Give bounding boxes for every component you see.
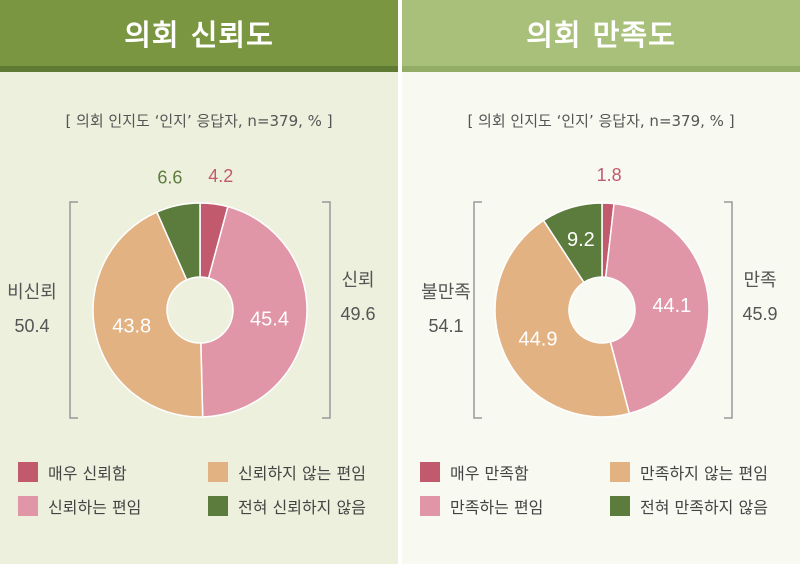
legend-label: 신뢰하지 않는 편임 — [238, 464, 366, 483]
trust-subtitle: [ 의회 인지도 ‘인지’ 응답자, n=379, % ] — [65, 112, 333, 130]
legend-swatch — [420, 462, 440, 482]
legend-label: 신뢰하는 편임 — [48, 498, 142, 517]
legend-swatch — [610, 462, 630, 482]
bracket-left-label: 비신뢰 — [7, 282, 57, 302]
legend-swatch — [420, 496, 440, 516]
satisfaction-header-rule — [402, 66, 800, 72]
bracket-left-value: 50.4 — [14, 316, 49, 336]
legend-swatch — [610, 496, 630, 516]
legend-swatch — [18, 462, 38, 482]
bracket-left — [69, 201, 78, 419]
data-label-very: 1.8 — [597, 165, 622, 185]
data-label-not-much: 44.9 — [519, 328, 558, 350]
data-label-not-at-all: 9.2 — [567, 229, 595, 251]
trust-panel: 의회 신뢰도 [ 의회 인지도 ‘인지’ 응답자, n=379, % ] 45.… — [0, 0, 398, 564]
slice-not-at-all — [542, 202, 603, 284]
legend-item-not-much: 신뢰하지 않는 편임 — [208, 460, 366, 484]
data-label-somewhat: 44.1 — [652, 295, 691, 317]
bracket-right — [724, 201, 733, 419]
legend-swatch — [18, 496, 38, 516]
data-label-very: 4.2 — [208, 166, 233, 186]
bracket-right-label: 만족 — [743, 270, 776, 290]
satisfaction-subtitle: [ 의회 인지도 ‘인지’ 응답자, n=379, % ] — [467, 112, 735, 130]
legend-item-not-at-all: 전혀 만족하지 않음 — [610, 494, 768, 518]
slice-not-at-all — [155, 202, 201, 281]
legend-label: 전혀 신뢰하지 않음 — [238, 498, 366, 517]
legend-swatch — [208, 496, 228, 516]
legend-item-not-much: 만족하지 않는 편임 — [610, 460, 768, 484]
trust-title: 의회 신뢰도 — [0, 0, 398, 66]
bracket-left-value: 54.1 — [428, 316, 463, 336]
satisfaction-donut-chart: 44.1 44.9 1.8 9.2 불만족 54.1 만족 45.9 — [421, 165, 778, 419]
legend-item-somewhat: 신뢰하는 편임 — [18, 494, 141, 518]
legend-label: 전혀 만족하지 않음 — [640, 498, 768, 517]
legend-label: 만족하는 편임 — [450, 498, 544, 517]
legend-item-very: 매우 만족함 — [420, 460, 529, 484]
trust-header-rule — [0, 66, 398, 72]
legend-swatch — [208, 462, 228, 482]
bracket-left-label: 불만족 — [421, 282, 471, 302]
legend-item-somewhat: 만족하는 편임 — [420, 494, 543, 518]
bracket-right-value: 45.9 — [742, 304, 777, 324]
data-label-not-at-all: 6.6 — [157, 168, 182, 188]
data-label-not-much: 43.8 — [112, 315, 151, 337]
legend-item-not-at-all: 전혀 신뢰하지 않음 — [208, 494, 366, 518]
slice-not-much — [92, 211, 204, 418]
bracket-right-label: 신뢰 — [341, 270, 374, 290]
trust-donut-chart: 45.4 43.8 4.2 6.6 비신뢰 50.4 신뢰 49.6 — [7, 166, 376, 419]
bracket-right-value: 49.6 — [340, 304, 375, 324]
slice-somewhat — [604, 202, 710, 415]
bracket-right — [322, 201, 331, 419]
legend-label: 만족하지 않는 편임 — [640, 464, 768, 483]
bracket-left — [473, 201, 482, 419]
satisfaction-title: 의회 만족도 — [402, 0, 800, 66]
satisfaction-panel: 의회 만족도 [ 의회 인지도 ‘인지’ 응답자, n=379, % ] 44.… — [402, 0, 800, 564]
data-label-somewhat: 45.4 — [250, 308, 289, 330]
legend-label: 매우 신뢰함 — [48, 464, 127, 483]
slice-not-much — [494, 219, 631, 418]
legend-label: 매우 만족함 — [450, 464, 529, 483]
slice-somewhat — [200, 205, 308, 418]
legend-item-very: 매우 신뢰함 — [18, 460, 127, 484]
